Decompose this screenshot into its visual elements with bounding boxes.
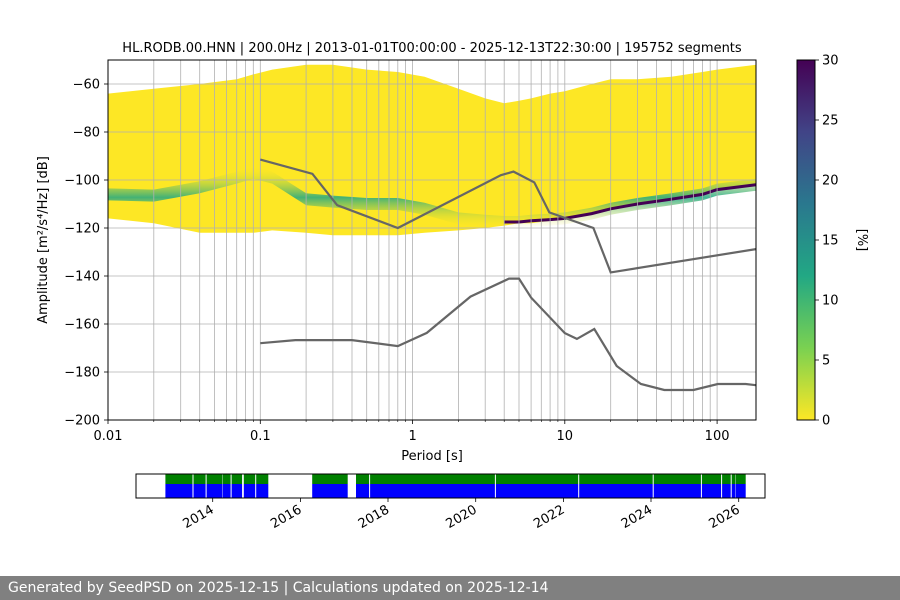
plot-frame bbox=[107, 59, 757, 421]
y-tick-label: −180 bbox=[64, 366, 100, 381]
footer-text: Generated by SeedPSD on 2025-12-15 | Cal… bbox=[8, 580, 549, 596]
psd-processed-segment bbox=[735, 474, 746, 484]
y-tick-label: −160 bbox=[64, 318, 100, 333]
psd-processed-segment bbox=[222, 474, 243, 484]
timeline-tick-label: 2026 bbox=[707, 502, 743, 532]
ppsd-heatmap bbox=[108, 64, 756, 236]
timeline-ticks: 2014 2016 2018 2020 2022 2024 2026 bbox=[181, 498, 743, 532]
psd-processed-segment bbox=[312, 474, 348, 484]
x-axis-ticks: 0.01 0.1 1 10 100 bbox=[94, 420, 730, 444]
timeline-tick-label: 2016 bbox=[268, 502, 304, 532]
colorbar-label: [%] bbox=[854, 229, 869, 252]
timeline-tick-label: 2022 bbox=[531, 502, 567, 532]
timeline-tick-label: 2018 bbox=[356, 502, 392, 532]
colorbar-tick-label: 0 bbox=[822, 414, 830, 429]
x-tick-label: 1 bbox=[408, 429, 416, 444]
ppsd-plot: 0.01 0.1 1 10 100 −200 −180 −160 −140 −120 −100 −8… bbox=[64, 59, 757, 444]
data-availability-segment bbox=[735, 484, 746, 498]
x-tick-label: 0.1 bbox=[250, 429, 271, 444]
colorbar-tick-label: 5 bbox=[822, 354, 830, 369]
colorbar-ticks: 0 5 10 15 20 25 30 bbox=[815, 54, 839, 429]
colorbar-tick-label: 15 bbox=[822, 234, 839, 249]
data-timeline: 2014 2016 2018 2020 2022 2024 2026 bbox=[135, 473, 766, 532]
grid bbox=[107, 60, 756, 421]
nlnm-curve bbox=[260, 277, 756, 392]
x-tick-label: 10 bbox=[557, 429, 574, 444]
ppsd-density-band bbox=[108, 64, 756, 236]
colorbar-tick-label: 20 bbox=[822, 174, 839, 189]
x-tick-label: 0.01 bbox=[94, 429, 123, 444]
y-tick-label: −140 bbox=[64, 270, 100, 285]
timeline-tick-label: 2024 bbox=[619, 502, 655, 532]
x-tick-label: 100 bbox=[705, 429, 730, 444]
colorbar-tick-label: 30 bbox=[822, 54, 839, 69]
footer: Generated by SeedPSD on 2025-12-15 | Cal… bbox=[0, 576, 900, 600]
y-axis-ticks: −200 −180 −160 −140 −120 −100 −80 −60 bbox=[64, 78, 108, 429]
timeline-border bbox=[135, 473, 766, 499]
y-tick-label: −60 bbox=[73, 78, 100, 93]
timeline-tick-label: 2020 bbox=[444, 502, 480, 532]
psd-processed-segment bbox=[165, 474, 223, 484]
timeline-coverage bbox=[135, 473, 766, 499]
psd-processed-segment bbox=[356, 474, 736, 484]
data-availability-segment bbox=[165, 484, 223, 498]
x-axis-label: Period [s] bbox=[401, 449, 463, 464]
data-availability-segment bbox=[356, 484, 736, 498]
y-axis-label: Amplitude [m²/s⁴/Hz] [dB] bbox=[36, 156, 51, 324]
y-tick-label: −120 bbox=[64, 222, 100, 237]
y-tick-label: −80 bbox=[73, 126, 100, 141]
y-tick-label: −100 bbox=[64, 174, 100, 189]
chart-title: HL.RODB.00.HNN | 200.0Hz | 2013-01-01T00… bbox=[122, 41, 742, 56]
figure: HL.RODB.00.HNN | 200.0Hz | 2013-01-01T00… bbox=[36, 41, 869, 532]
colorbar-gradient bbox=[796, 59, 816, 421]
y-tick-label: −200 bbox=[64, 414, 100, 429]
timeline-tick-label: 2014 bbox=[181, 502, 217, 532]
colorbar-tick-label: 25 bbox=[822, 114, 839, 129]
noise-models bbox=[260, 158, 756, 392]
colorbar-tick-label: 10 bbox=[822, 294, 839, 309]
data-availability-segment bbox=[222, 484, 243, 498]
ppsd-high-density-line bbox=[504, 183, 756, 224]
data-availability-segment bbox=[312, 484, 348, 498]
colorbar: 0 5 10 15 20 25 30 [%] bbox=[796, 54, 869, 429]
nhnm-curve bbox=[260, 158, 756, 274]
